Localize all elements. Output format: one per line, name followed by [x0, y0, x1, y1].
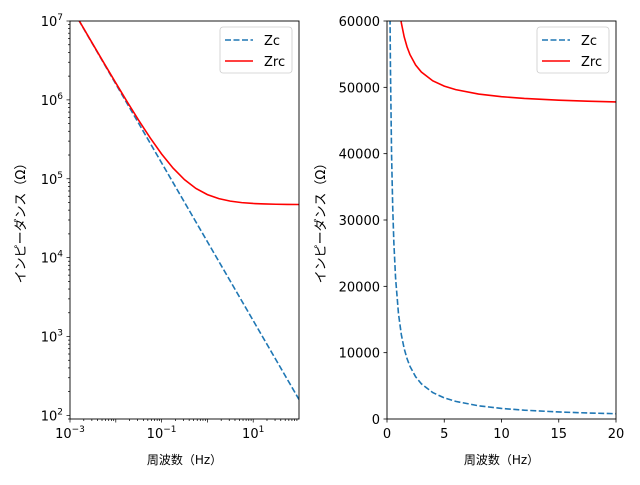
legend: Zc Zrc — [219, 26, 293, 74]
y-tick-label: 105 — [41, 171, 63, 188]
x-tick-label: 20 — [608, 427, 625, 442]
x-tick-label: 15 — [550, 427, 567, 442]
y-tick-label: 107 — [41, 13, 63, 30]
x-tick-label: 5 — [440, 427, 448, 442]
y-tick-label: 106 — [41, 92, 64, 109]
y-tick-label: 10000 — [339, 347, 380, 362]
x-tick-label: 10−1 — [147, 425, 177, 442]
y-tick-label: 30000 — [339, 214, 380, 229]
y-axis-label: インピーダンス（Ω） — [314, 157, 329, 284]
x-tick-label: 10−3 — [55, 425, 85, 442]
subplot-1: 10−3 10−1 101 102 103 104 105 106 107 周波数（Hz） インピー… — [14, 13, 300, 467]
y-tick-label: 60000 — [339, 15, 380, 30]
x-tick-label: 0 — [383, 427, 391, 442]
y-axis-label: インピーダンス（Ω） — [14, 157, 29, 284]
axes-frame — [69, 20, 300, 420]
x-tick-label: 101 — [242, 425, 264, 442]
x-tick-label: 10 — [493, 427, 510, 442]
legend-label-zc: Zc — [581, 34, 597, 49]
y-tick-label: 103 — [41, 329, 63, 346]
legend: Zc Zrc — [536, 26, 610, 74]
series-line-zc — [389, 21, 616, 415]
y-tick-label: 50000 — [339, 81, 380, 96]
legend-label-zrc: Zrc — [264, 55, 285, 70]
series-line-zrc — [78, 21, 299, 206]
y-tick-label: 104 — [41, 250, 64, 267]
y-tick-label: 0 — [372, 413, 380, 428]
y-tick-label: 40000 — [339, 148, 380, 163]
y-tick-label: 20000 — [339, 280, 380, 295]
subplot-2: 0 5 10 15 20 0 10000 20000 30000 40000 50000 60000 周… — [314, 15, 625, 467]
legend-label-zc: Zc — [264, 34, 280, 49]
legend-label-zrc: Zrc — [581, 55, 602, 70]
x-axis-label: 周波数（Hz） — [147, 452, 222, 467]
series-line-zrc — [400, 21, 616, 103]
y-tick-label: 102 — [41, 407, 63, 424]
x-axis-label: 周波数（Hz） — [464, 452, 539, 467]
axes-frame — [386, 20, 617, 420]
